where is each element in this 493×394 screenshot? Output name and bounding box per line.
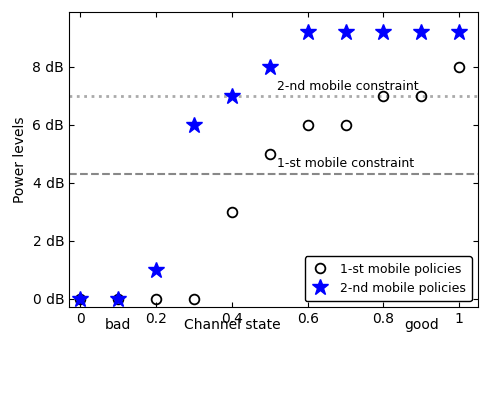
- Text: bad: bad: [105, 318, 132, 332]
- Text: good: good: [404, 318, 439, 332]
- Text: Channel state: Channel state: [183, 318, 280, 332]
- Text: 2-nd mobile constraint: 2-nd mobile constraint: [278, 80, 419, 93]
- Legend: 1-st mobile policies, 2-nd mobile policies: 1-st mobile policies, 2-nd mobile polici…: [305, 256, 472, 301]
- Text: 1-st mobile constraint: 1-st mobile constraint: [278, 157, 415, 170]
- Y-axis label: Power levels: Power levels: [13, 116, 27, 203]
